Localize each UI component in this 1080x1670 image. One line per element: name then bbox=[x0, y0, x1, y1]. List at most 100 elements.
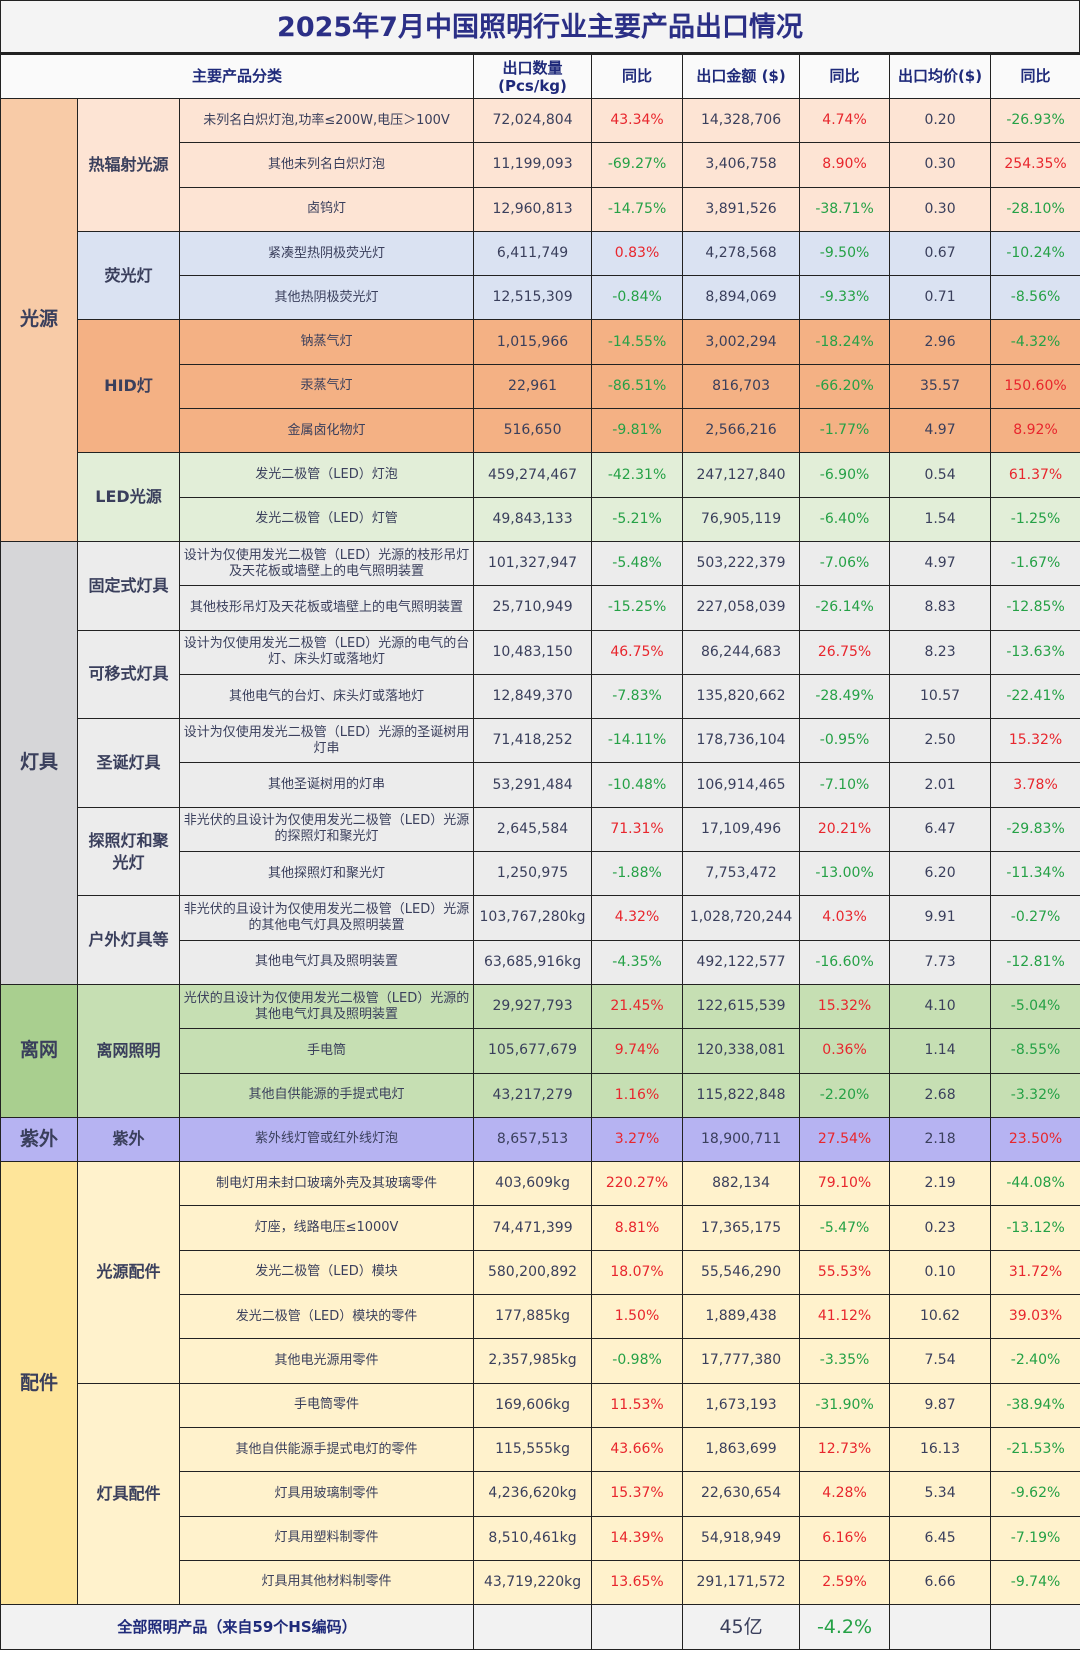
avg-price: 0.67 bbox=[889, 230, 992, 277]
avg-price: 5.34 bbox=[889, 1471, 992, 1517]
price-yoy: 23.50% bbox=[990, 1116, 1080, 1163]
avg-price: 0.23 bbox=[889, 1205, 992, 1251]
product-name: 制电灯用未封口玻璃外壳及其玻璃零件 bbox=[178, 1161, 475, 1207]
export-qty: 580,200,892 bbox=[473, 1249, 593, 1296]
product-name: 非光伏的且设计为仅使用发光二极管（LED）光源的其他电气灯具及照明装置 bbox=[178, 895, 475, 941]
value-yoy: -6.40% bbox=[799, 496, 891, 542]
export-value: 1,889,438 bbox=[682, 1294, 801, 1340]
price-yoy: 15.32% bbox=[990, 718, 1080, 764]
group-label: 光源 bbox=[0, 98, 78, 542]
price-yoy: -21.53% bbox=[990, 1426, 1080, 1473]
price-yoy: -22.41% bbox=[990, 673, 1080, 720]
header-category: 主要产品分类 bbox=[0, 54, 475, 99]
value-yoy: -6.90% bbox=[799, 452, 891, 498]
subgroup-label: 圣诞灯具 bbox=[77, 718, 180, 808]
value-yoy: -3.35% bbox=[799, 1338, 891, 1384]
export-qty: 11,199,093 bbox=[473, 142, 593, 188]
subgroup-label: 热辐射光源 bbox=[77, 98, 180, 232]
product-name: 紫外线灯管或红外线灯泡 bbox=[178, 1116, 475, 1163]
value-yoy: 27.54% bbox=[799, 1116, 891, 1163]
value-yoy: -66.20% bbox=[799, 363, 891, 410]
price-yoy: -4.32% bbox=[990, 319, 1080, 365]
value-yoy: 2.59% bbox=[799, 1559, 891, 1606]
avg-price: 6.45 bbox=[889, 1515, 992, 1561]
product-name: 钠蒸气灯 bbox=[178, 319, 475, 365]
subgroup-label: 紫外 bbox=[77, 1116, 180, 1163]
export-value: 227,058,039 bbox=[682, 585, 801, 631]
price-yoy: 3.78% bbox=[990, 762, 1080, 808]
table-row: 圣诞灯具 设计为仅使用发光二极管（LED）光源的圣诞树用灯串 71,418,252-… bbox=[0, 718, 1080, 808]
table-row: 户外灯具等 非光伏的且设计为仅使用发光二极管（LED）光源的其他电气灯具及照明装置… bbox=[0, 895, 1080, 985]
subgroup-label: 离网照明 bbox=[77, 983, 180, 1118]
qty-yoy: 43.66% bbox=[591, 1426, 684, 1473]
table-row: LED光源 发光二极管（LED）灯泡 459,274,467 -42.31% 247,1… bbox=[0, 452, 1080, 542]
table-row: HID灯 钠蒸气灯 1,015,966 -14.55% 3,002,294 -18.24%… bbox=[0, 319, 1080, 454]
price-yoy: -8.55% bbox=[990, 1028, 1080, 1074]
export-qty: 49,843,133 bbox=[473, 496, 593, 542]
table-row: 发光二极管（LED）模块的零件 177,885kg 1.50% 1,889,438 41… bbox=[0, 1294, 1080, 1340]
table-row: 灯具用塑料制零件 8,510,461kg 14.39% 54,918,949 6.16%… bbox=[0, 1515, 1080, 1561]
header-value: 出口金额 ($) bbox=[682, 54, 801, 99]
avg-price: 4.97 bbox=[889, 408, 992, 454]
avg-price: 2.96 bbox=[889, 319, 992, 365]
table-row: 其他圣诞树用的灯串 53,291,484 -10.48% 106,914,465 -7.… bbox=[0, 762, 1080, 808]
table-row: 灯具配件 手电筒零件 169,606kg 11.53% 1,673,193 -31.90%… bbox=[0, 1382, 1080, 1606]
avg-price: 0.20 bbox=[889, 97, 992, 144]
export-qty: 6,411,749 bbox=[473, 230, 593, 277]
qty-yoy: -10.48% bbox=[591, 762, 684, 808]
export-value: 17,365,175 bbox=[682, 1205, 801, 1251]
header-row: 主要产品分类 出口数量 (Pcs/kg) 同比 出口金额 ($) 同比 出口均价… bbox=[0, 54, 1080, 99]
page-title: 2025年7月中国照明行业主要产品出口情况 bbox=[0, 0, 1080, 54]
table-row: 配件 光源配件 制电灯用未封口玻璃外壳及其玻璃零件 403,609kg 220.27% 8… bbox=[0, 1161, 1080, 1606]
avg-price: 9.91 bbox=[889, 895, 992, 941]
product-name: 紧凑型热阴极荧光灯 bbox=[178, 230, 475, 277]
export-qty: 8,510,461kg bbox=[473, 1515, 593, 1561]
price-yoy: -3.32% bbox=[990, 1072, 1080, 1118]
value-yoy: -2.20% bbox=[799, 1072, 891, 1118]
value-yoy: 6.16% bbox=[799, 1515, 891, 1561]
export-qty: 1,015,966 bbox=[473, 319, 593, 365]
value-yoy: 79.10% bbox=[799, 1161, 891, 1207]
subgroup-label: LED光源 bbox=[77, 452, 180, 542]
avg-price: 1.54 bbox=[889, 496, 992, 542]
product-name: 其他电光源用零件 bbox=[178, 1338, 475, 1384]
product-name: 发光二极管（LED）模块 bbox=[178, 1249, 475, 1296]
export-value: 1,028,720,244 bbox=[682, 895, 801, 941]
price-yoy: -9.62% bbox=[990, 1471, 1080, 1517]
export-qty: 8,657,513 bbox=[473, 1116, 593, 1163]
avg-price: 2.19 bbox=[889, 1161, 992, 1207]
product-name: 其他热阴极荧光灯 bbox=[178, 275, 475, 321]
export-value: 1,673,193 bbox=[682, 1382, 801, 1428]
table-row: 探照灯和聚光灯 非光伏的且设计为仅使用发光二极管（LED）光源的探照灯和聚光灯 2,… bbox=[0, 806, 1080, 897]
export-value: 247,127,840 bbox=[682, 452, 801, 498]
price-yoy: 39.03% bbox=[990, 1294, 1080, 1340]
product-name: 手电筒 bbox=[178, 1028, 475, 1074]
table-row: 汞蒸气灯 22,961 -86.51% 816,703 -66.20% 35.57 150.… bbox=[0, 363, 1080, 410]
value-yoy: 4.74% bbox=[799, 97, 891, 144]
export-qty: 12,960,813 bbox=[473, 186, 593, 232]
price-yoy: -12.81% bbox=[990, 939, 1080, 985]
table-row: 其他自供能源手提式电灯的零件 115,555kg 43.66% 1,863,699 12… bbox=[0, 1426, 1080, 1473]
price-yoy: 8.92% bbox=[990, 408, 1080, 454]
avg-price: 16.13 bbox=[889, 1426, 992, 1473]
qty-yoy: 1.16% bbox=[591, 1072, 684, 1118]
table-row: 离网 离网照明 光伏的且设计为仅使用发光二极管（LED）光源的其他电气灯具及照明装置… bbox=[0, 983, 1080, 1118]
subgroup-label: 固定式灯具 bbox=[77, 540, 180, 631]
value-yoy: -13.00% bbox=[799, 851, 891, 897]
export-qty: 53,291,484 bbox=[473, 762, 593, 808]
avg-price: 6.20 bbox=[889, 851, 992, 897]
qty-yoy: 3.27% bbox=[591, 1116, 684, 1163]
export-qty: 516,650 bbox=[473, 408, 593, 454]
avg-price: 0.54 bbox=[889, 452, 992, 498]
qty-yoy: 46.75% bbox=[591, 629, 684, 675]
qty-yoy: -7.83% bbox=[591, 673, 684, 720]
group-label: 灯具 bbox=[0, 540, 78, 985]
price-yoy: -28.10% bbox=[990, 186, 1080, 232]
product-name: 非光伏的且设计为仅使用发光二极管（LED）光源的探照灯和聚光灯 bbox=[178, 806, 475, 853]
value-yoy: -31.90% bbox=[799, 1382, 891, 1428]
table-row: 发光二极管（LED）模块 580,200,892 18.07% 55,546,290 5… bbox=[0, 1249, 1080, 1296]
avg-price: 0.30 bbox=[889, 142, 992, 188]
export-value: 178,736,104 bbox=[682, 718, 801, 764]
qty-yoy: 71.31% bbox=[591, 806, 684, 853]
qty-yoy: 15.37% bbox=[591, 1471, 684, 1517]
